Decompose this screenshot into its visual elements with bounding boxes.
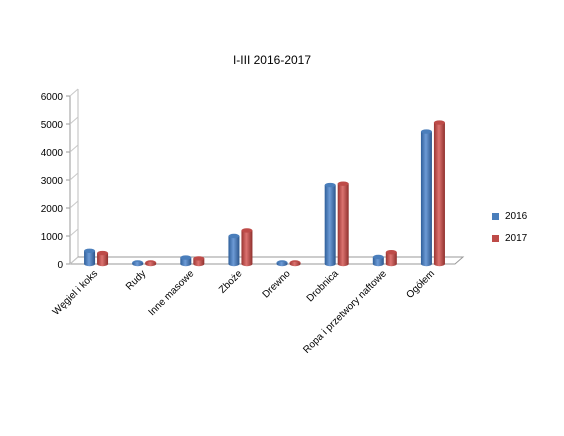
bar-base <box>289 261 301 267</box>
x-tick-label: Drewno <box>261 268 293 300</box>
bar-cap <box>337 181 349 186</box>
bar-body <box>420 131 432 264</box>
x-tick-label: Rudy <box>124 268 148 292</box>
bar-body <box>97 253 109 264</box>
axes <box>66 88 465 265</box>
y-tick-depth <box>69 144 79 153</box>
bar-base <box>276 261 288 267</box>
bar-2017-3 <box>241 228 253 267</box>
bar-2016-5 <box>324 182 336 267</box>
bars <box>84 120 445 267</box>
bar-cap <box>228 233 240 239</box>
legend: 2016 2017 <box>492 208 527 252</box>
bar-body <box>433 122 445 264</box>
bar-cap <box>372 254 384 260</box>
x-tick-label: Ogółem <box>405 268 438 301</box>
y-tick-label: 1000 <box>41 232 64 243</box>
bar-2017-7 <box>433 120 445 267</box>
bar-cap <box>193 256 205 261</box>
bar-base <box>241 261 253 267</box>
bar-2017-4 <box>289 260 301 267</box>
bar-base <box>337 261 349 267</box>
bar-2016-3 <box>228 233 240 267</box>
bar-base <box>372 261 384 267</box>
x-tick-label: Węgiel i koks <box>51 268 100 317</box>
bar-body <box>84 250 96 264</box>
y-tick-label: 6000 <box>41 92 64 103</box>
x-tick-label: Drobnica <box>305 268 341 304</box>
y-tick-depth <box>69 172 79 181</box>
bar-base <box>84 261 96 267</box>
bar-cap <box>180 255 192 260</box>
x-tick-label: Ropa i przetwory naftowe <box>301 268 389 356</box>
bar-base <box>228 261 240 267</box>
y-tick-depth <box>69 116 79 125</box>
y-tick-label: 3000 <box>41 176 64 187</box>
legend-label-2016: 2016 <box>505 210 528 222</box>
bar-base <box>324 261 336 267</box>
bar-cap <box>420 129 432 134</box>
bar-cap <box>433 120 445 125</box>
legend-label-2017: 2017 <box>505 232 528 244</box>
bar-base <box>193 261 205 267</box>
x-tick-label: Inne masowe <box>147 268 197 318</box>
bar-base <box>385 261 397 267</box>
bar-body <box>180 257 192 264</box>
bar-body <box>193 258 205 264</box>
bar-base <box>97 261 109 267</box>
bar-2017-5 <box>337 181 349 267</box>
legend-item-2016: 2016 <box>492 208 527 224</box>
chart-floor <box>68 256 465 265</box>
bar-body <box>228 236 240 264</box>
chart-title: I-III 2016-2017 <box>233 53 311 67</box>
axis-labels: 0 1000 2000 3000 4000 5000 6000 Węgiel i koks Ru… <box>41 92 437 356</box>
bar-2017-2 <box>193 256 205 267</box>
bar-2016-4 <box>276 260 288 267</box>
legend-item-2017: 2017 <box>492 230 527 246</box>
bar-2017-0 <box>97 250 109 267</box>
bar-base <box>132 261 144 267</box>
y-tick-label: 4000 <box>41 148 64 159</box>
bar-cap <box>324 182 336 188</box>
bar-base <box>145 261 157 267</box>
y-tick-label: 2000 <box>41 204 64 215</box>
bar-body <box>241 230 253 264</box>
y-tick-depth <box>69 88 79 97</box>
bar-2016-6 <box>372 254 384 267</box>
y-tick-depth <box>69 228 79 237</box>
bar-2017-6 <box>385 250 397 267</box>
bar-2016-0 <box>84 248 96 267</box>
bar-cap <box>385 250 397 255</box>
bar-2016-7 <box>420 129 432 267</box>
bar-2016-1 <box>132 260 144 267</box>
bar-base <box>180 261 192 267</box>
y-tick-label: 5000 <box>41 120 64 131</box>
bar-body <box>372 257 384 264</box>
y-tick-depth <box>69 256 79 265</box>
bar-body <box>385 252 397 264</box>
y-tick-label: 0 <box>57 260 63 271</box>
bar-base <box>433 261 445 267</box>
bar-base <box>420 261 432 267</box>
bar-body <box>324 185 336 264</box>
bar-cap <box>84 248 96 254</box>
bar-cap <box>97 250 109 256</box>
y-tick-depth <box>69 200 79 209</box>
legend-swatch-2016 <box>492 212 499 220</box>
bar-cap <box>241 228 253 233</box>
bar-body <box>337 183 349 264</box>
bar-2016-2 <box>180 255 192 267</box>
x-tick-label: Zboże <box>217 268 245 296</box>
bar-2017-1 <box>145 260 157 267</box>
legend-swatch-2017 <box>492 234 499 242</box>
